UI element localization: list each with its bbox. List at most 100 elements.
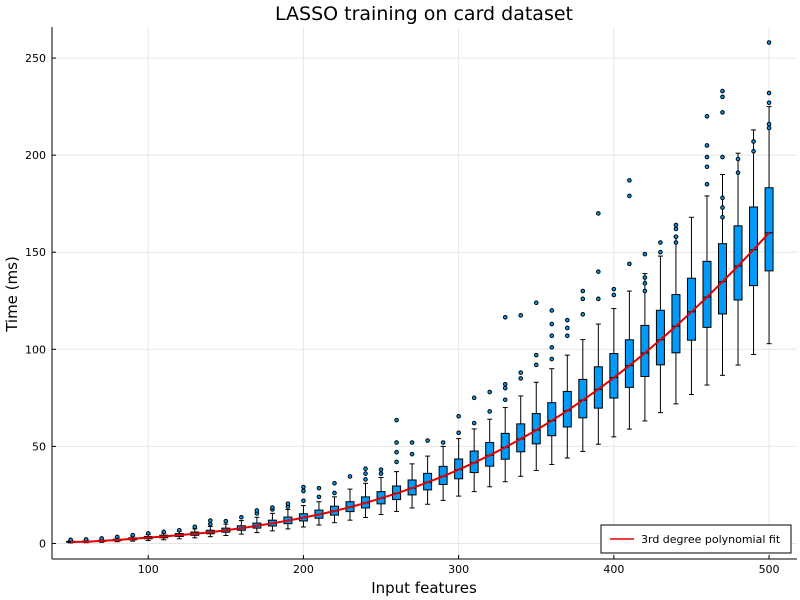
box-outlier bbox=[192, 524, 198, 530]
box-outlier bbox=[487, 409, 492, 414]
box-outlier bbox=[378, 467, 384, 472]
box-series bbox=[66, 40, 774, 544]
box-body bbox=[562, 390, 572, 428]
box-outlier bbox=[720, 195, 725, 201]
box-outlier bbox=[735, 156, 741, 162]
box-outlier bbox=[161, 529, 167, 535]
box-outlier bbox=[564, 317, 570, 323]
box-outlier bbox=[533, 300, 539, 306]
box-outlier bbox=[502, 314, 508, 320]
box-outlier bbox=[99, 536, 104, 541]
box-outlier bbox=[502, 397, 508, 403]
box-outlier bbox=[704, 164, 710, 170]
box-outlier bbox=[766, 121, 772, 127]
x-tick-label: 500 bbox=[759, 563, 780, 576]
box-outlier bbox=[720, 205, 725, 210]
box-outlier bbox=[564, 333, 570, 339]
box-outlier bbox=[270, 505, 275, 510]
box-outlier bbox=[502, 381, 508, 387]
box-outlier bbox=[596, 269, 601, 274]
box-outlier bbox=[145, 531, 151, 536]
box-outlier bbox=[720, 88, 725, 94]
box-outlier bbox=[301, 488, 306, 494]
box-outlier bbox=[658, 240, 663, 245]
box-outlier bbox=[766, 125, 772, 131]
box-outlier bbox=[239, 514, 244, 520]
fit-line bbox=[70, 232, 770, 543]
box-outlier bbox=[627, 178, 632, 183]
box-outlier bbox=[766, 90, 772, 96]
box-outlier bbox=[720, 110, 725, 115]
box-outlier bbox=[301, 498, 306, 504]
box-outlier bbox=[409, 440, 415, 445]
chart-title: LASSO training on card dataset bbox=[275, 3, 573, 25]
tick-labels: 100 200 300 400 500 0 50 100 150 200 250 bbox=[25, 52, 780, 576]
x-axis-label: Input features bbox=[371, 579, 477, 597]
box-outlier bbox=[596, 296, 601, 302]
box-outlier bbox=[394, 417, 399, 423]
box-outlier bbox=[611, 286, 617, 292]
axes bbox=[51, 27, 797, 560]
box-outlier bbox=[720, 154, 725, 160]
box-outlier bbox=[394, 459, 399, 465]
box-outlier bbox=[720, 214, 725, 220]
box-outlier bbox=[533, 362, 539, 368]
box-outlier bbox=[766, 100, 772, 106]
box-body bbox=[764, 187, 774, 272]
box-outlier bbox=[673, 222, 679, 228]
box-outlier bbox=[347, 474, 353, 479]
box-outlier bbox=[130, 532, 136, 538]
box-outlier bbox=[642, 251, 648, 257]
box-outlier bbox=[285, 501, 291, 506]
box-outlier bbox=[549, 308, 555, 313]
box-outlier bbox=[596, 211, 601, 216]
box-outlier bbox=[751, 139, 756, 144]
box-outlier bbox=[114, 534, 120, 540]
box-outlier bbox=[549, 321, 555, 327]
x-tick-label: 400 bbox=[603, 563, 624, 576]
box-outlier bbox=[751, 148, 756, 154]
box-outlier bbox=[704, 181, 710, 187]
box-outlier bbox=[394, 440, 399, 445]
box-outlier bbox=[549, 345, 555, 350]
box-outlier bbox=[611, 292, 617, 298]
box-outlier bbox=[440, 440, 446, 445]
box-outlier bbox=[642, 275, 648, 280]
box-outlier bbox=[518, 313, 524, 318]
y-axis-label: Time (ms) bbox=[3, 256, 21, 333]
fit-series bbox=[70, 232, 770, 543]
box-outlier bbox=[766, 40, 772, 45]
box-outlier bbox=[704, 154, 710, 160]
x-tick-label: 100 bbox=[138, 563, 159, 576]
box-outlier bbox=[720, 94, 725, 100]
box-outlier bbox=[704, 114, 710, 119]
box-outlier bbox=[549, 333, 555, 339]
box-outlier bbox=[316, 485, 322, 491]
box-outlier bbox=[471, 420, 477, 426]
box-outlier bbox=[704, 143, 710, 148]
y-tick-label: 50 bbox=[32, 440, 46, 453]
box-outlier bbox=[208, 518, 213, 523]
x-tick-label: 200 bbox=[293, 563, 314, 576]
box-outlier bbox=[456, 413, 461, 419]
box-outlier bbox=[363, 471, 368, 476]
box-body bbox=[578, 378, 588, 419]
box-outlier bbox=[627, 193, 632, 199]
box-outlier bbox=[394, 449, 399, 455]
box-outlier bbox=[487, 389, 492, 395]
legend: 3rd degree polynomial fit bbox=[600, 524, 792, 554]
y-tick-label: 250 bbox=[25, 52, 46, 65]
box-outlier bbox=[580, 312, 586, 317]
box-outlier bbox=[518, 370, 524, 375]
box-outlier bbox=[363, 477, 368, 482]
y-tick-label: 100 bbox=[25, 343, 46, 356]
box-outlier bbox=[549, 356, 555, 362]
box-outlier bbox=[332, 480, 337, 486]
x-tick-label: 300 bbox=[448, 563, 469, 576]
y-tick-label: 0 bbox=[39, 537, 46, 550]
box-outlier bbox=[533, 352, 539, 358]
box-outlier bbox=[673, 226, 679, 232]
box-outlier bbox=[673, 240, 679, 245]
box-outlier bbox=[363, 466, 368, 472]
